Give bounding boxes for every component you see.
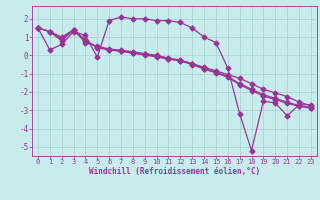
X-axis label: Windchill (Refroidissement éolien,°C): Windchill (Refroidissement éolien,°C) [89, 167, 260, 176]
